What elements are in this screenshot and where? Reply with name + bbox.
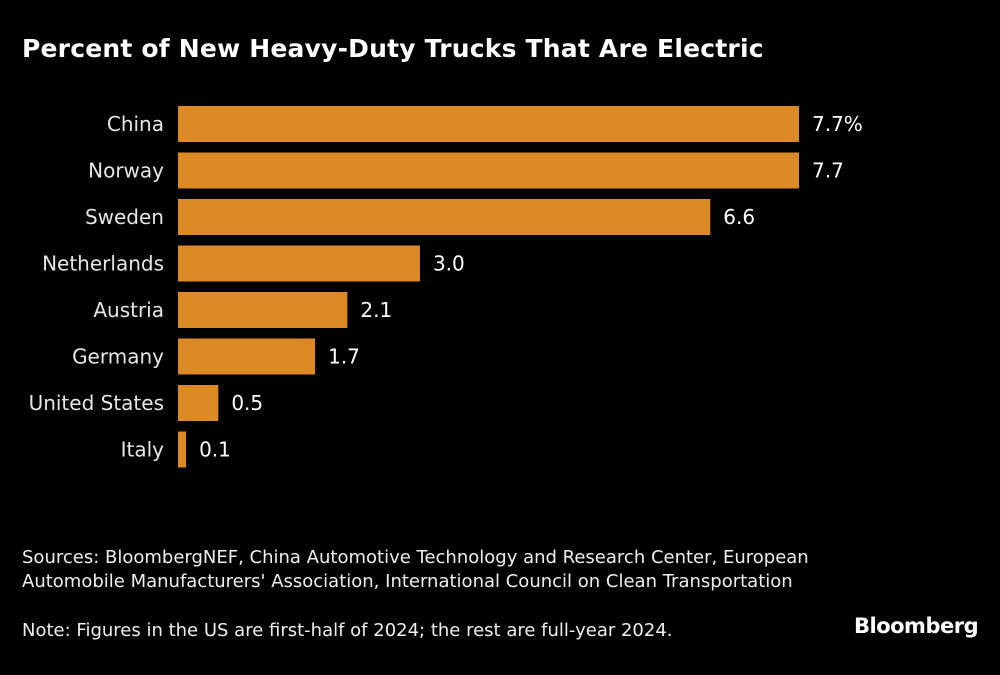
category-label: Austria [93,298,164,322]
bar-china [178,106,799,142]
category-label: Italy [121,438,165,462]
data-label: 7.7 [812,159,844,183]
data-label: 2.1 [360,298,392,322]
sources-text: Sources: BloombergNEF, China Automotive … [22,547,809,592]
category-label: Sweden [85,205,164,229]
chart-title: Percent of New Heavy-Duty Trucks That Ar… [22,34,764,63]
data-label: 0.5 [231,391,263,415]
bloomberg-logo: Bloomberg [854,614,979,638]
category-label: China [107,112,164,136]
category-label: Norway [88,159,164,183]
bar-netherlands [178,245,420,282]
bar-united-states [178,385,219,421]
bar-germany [178,338,316,375]
bar-sweden [178,199,711,235]
data-label: 1.7 [328,345,360,369]
category-label: United States [29,391,164,415]
note-text: Note: Figures in the US are first-half o… [22,620,673,641]
data-label: 0.1 [199,438,231,462]
category-label: Netherlands [42,252,164,276]
data-label: 3.0 [433,252,465,276]
bar-austria [178,292,348,328]
data-label: 7.7% [812,112,863,136]
category-label: Germany [72,345,164,369]
bar-norway [178,152,799,189]
bar-italy [178,431,187,468]
data-label: 6.6 [723,205,755,229]
